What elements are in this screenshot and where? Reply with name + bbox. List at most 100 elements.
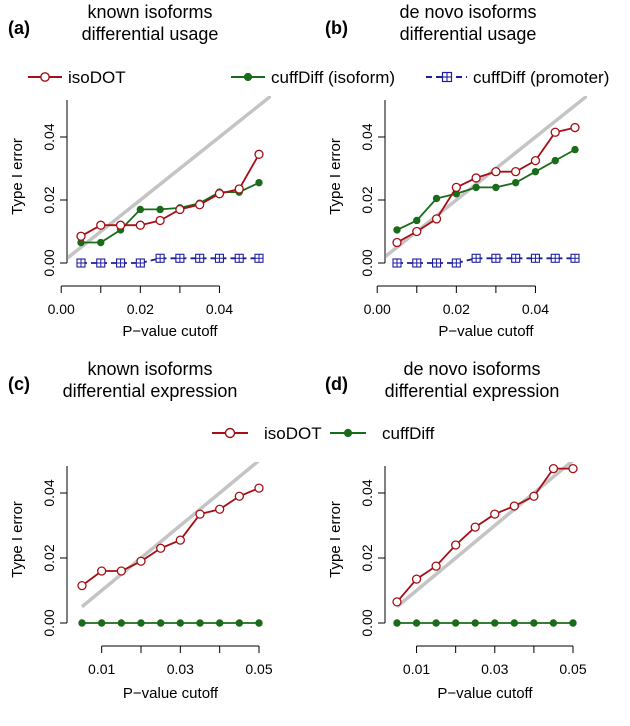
- data-point: [392, 258, 402, 268]
- series-b-isodot: [392, 122, 580, 248]
- legend-top-promoter-label: cuffDiff (promoter): [473, 68, 609, 87]
- panel-label-b: (b): [325, 18, 348, 38]
- data-point: [76, 258, 86, 268]
- data-point: [432, 258, 442, 268]
- legend-marker: [441, 71, 453, 83]
- panel-title-a-line1: known isoforms: [87, 2, 212, 22]
- reference-line-a: [68, 96, 271, 260]
- data-point: [471, 253, 481, 263]
- series-b-cuffdiff-isoform: [393, 145, 579, 234]
- data-point: [215, 504, 225, 514]
- series-line: [397, 257, 575, 264]
- x-tick-label-c: 0.03: [167, 661, 194, 677]
- series-a-isodot: [76, 149, 264, 241]
- legend-top-promoter-key: [426, 71, 467, 83]
- y-tick-label-b: 0.02: [359, 186, 375, 213]
- panel-label-d: (d): [325, 374, 348, 394]
- data-point: [511, 178, 520, 187]
- panel-title-b-line1: de novo isoforms: [399, 2, 536, 22]
- data-point: [432, 619, 440, 627]
- reference-line-b: [386, 96, 587, 259]
- x-tick-label-a: 0.04: [206, 301, 233, 317]
- data-point: [548, 463, 559, 474]
- series-line: [80, 153, 260, 237]
- panel-title-b-line2: differential usage: [400, 24, 537, 44]
- x-tick-label-b: 0.00: [364, 301, 391, 317]
- series-line: [81, 487, 260, 587]
- panel-title-d-line1: de novo isoforms: [403, 359, 540, 379]
- data-point: [117, 619, 126, 627]
- legend-bottom-isodot-key: [212, 427, 248, 439]
- data-point: [431, 214, 442, 224]
- panel-label-a: (a): [8, 18, 30, 38]
- legend-marker: [40, 72, 50, 82]
- data-point: [569, 619, 577, 627]
- reference-line-c: [80, 462, 260, 609]
- data-point: [78, 619, 86, 627]
- data-point: [136, 205, 145, 214]
- x-tick-label-a: 0.00: [48, 301, 75, 317]
- data-point: [234, 253, 244, 263]
- data-point: [529, 491, 539, 501]
- data-point: [491, 253, 501, 263]
- series-d-isodot: [392, 463, 578, 607]
- data-point: [175, 253, 185, 263]
- y-tick-label-c: 0.04: [41, 479, 57, 506]
- plot-panel-b: 0.00 0.02 0.04 Type I error 0.00 0.02 0.04 P−va…: [327, 96, 587, 340]
- y-tick-label-d: 0.00: [359, 609, 375, 636]
- y-tick-label-d: 0.04: [359, 479, 375, 506]
- data-point: [116, 566, 126, 576]
- data-point: [471, 173, 481, 183]
- y-tick-label-c: 0.02: [41, 544, 57, 571]
- data-point: [175, 535, 185, 545]
- data-point: [393, 619, 401, 627]
- data-point: [175, 204, 185, 215]
- data-point: [96, 220, 106, 230]
- y-axis-label-c: Type I error: [9, 501, 26, 578]
- data-point: [412, 258, 422, 268]
- data-point: [97, 619, 106, 627]
- data-point: [492, 183, 500, 192]
- data-point: [549, 619, 558, 627]
- legend-top-isodot-key: [28, 72, 62, 82]
- x-tick-label-d: 0.03: [481, 661, 508, 677]
- data-point: [215, 619, 224, 627]
- data-point: [451, 258, 461, 268]
- plot-panel-a: 0.00 0.02 0.04 Type I error 0.00 0.02 0.04 P−va…: [9, 96, 271, 340]
- panel-title-c-line1: known isoforms: [87, 359, 212, 379]
- series-c-cuffdiff: [78, 619, 263, 627]
- x-tick-label-d: 0.05: [559, 661, 586, 677]
- legend-bottom-isodot-label: isoDOT: [264, 424, 322, 443]
- x-tick-label-d: 0.01: [403, 661, 430, 677]
- data-point: [155, 215, 165, 226]
- data-point: [570, 253, 580, 263]
- y-axis-label-b: Type I error: [327, 138, 344, 215]
- series-c-isodot: [77, 483, 264, 591]
- data-point: [235, 619, 244, 627]
- data-point: [411, 574, 422, 584]
- data-point: [451, 619, 460, 627]
- data-point: [451, 182, 461, 193]
- series-a-cuffdiff-promoter: [76, 253, 264, 268]
- data-point: [432, 194, 441, 203]
- x-axis-label-a: P−value cutoff: [122, 323, 218, 340]
- data-point: [511, 253, 521, 263]
- x-axis-label-b: P−value cutoff: [438, 323, 534, 340]
- data-point: [195, 200, 205, 210]
- legend-marker: [343, 428, 353, 438]
- series-line: [81, 181, 260, 244]
- data-point: [509, 501, 519, 511]
- data-point: [156, 543, 166, 553]
- y-tick-label-b: 0.00: [359, 249, 375, 276]
- data-point: [255, 619, 263, 627]
- reference-line-d: [395, 462, 574, 609]
- series-line: [81, 257, 259, 264]
- data-point: [76, 231, 86, 241]
- data-point: [470, 522, 480, 532]
- legend-bottom-cuffdiff-label: cuffDiff: [382, 424, 435, 443]
- data-point: [491, 619, 499, 627]
- legend-top-isoform-key: [231, 72, 265, 82]
- x-tick-label-c: 0.01: [88, 661, 115, 677]
- data-point: [77, 580, 87, 591]
